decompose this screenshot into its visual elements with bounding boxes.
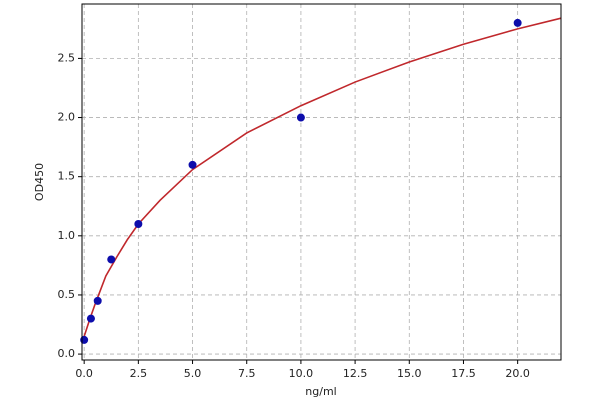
- data-point: [134, 219, 143, 228]
- data-point: [80, 335, 89, 344]
- fit-curve: [83, 17, 562, 337]
- data-point: [296, 113, 305, 122]
- x-tick-label: 5.0: [184, 367, 202, 380]
- y-axis-label: OD450: [33, 163, 46, 201]
- data-point: [86, 314, 95, 323]
- x-tick-label: 10.0: [289, 367, 314, 380]
- x-tick-label: 12.5: [343, 367, 368, 380]
- y-tick-label: 2.0: [58, 111, 76, 124]
- x-tick-label: 17.5: [451, 367, 476, 380]
- data-point: [513, 18, 522, 27]
- data-point: [107, 255, 116, 264]
- y-tick-label: 1.5: [58, 170, 76, 183]
- x-tick-label: 0.0: [75, 367, 93, 380]
- x-tick-label: 15.0: [397, 367, 422, 380]
- y-tick-label: 1.0: [58, 229, 76, 242]
- x-axis-label: ng/ml: [305, 385, 336, 398]
- y-tick-label: 0.5: [58, 288, 76, 301]
- plot-frame: [81, 3, 562, 361]
- x-tick-label: 20.0: [505, 367, 530, 380]
- y-tick-label: 2.5: [58, 51, 76, 64]
- data-point: [93, 296, 102, 305]
- data-point: [188, 160, 197, 169]
- x-tick-label: 2.5: [130, 367, 148, 380]
- y-tick-label: 0.0: [58, 347, 76, 360]
- x-tick-label: 7.5: [238, 367, 256, 380]
